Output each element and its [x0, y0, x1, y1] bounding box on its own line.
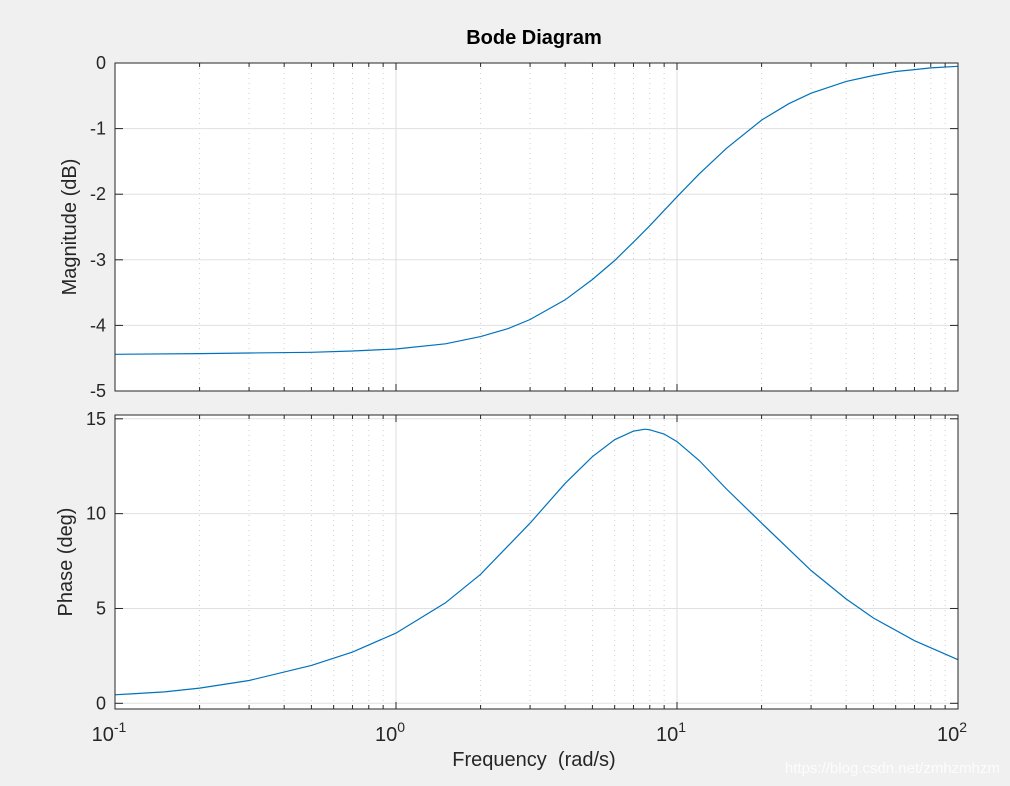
x-tick-label: 10-1 [92, 719, 127, 746]
watermark-text: https://blog.csdn.net/zmhzmhzm [785, 760, 1000, 777]
phase-y-tick-label: 15 [86, 409, 106, 429]
x-tick-label: 100 [375, 719, 405, 746]
magnitude-y-tick-labels: 0 -1 -2 -3 -4 -5 [90, 53, 106, 401]
x-axis-label: Frequency (rad/s) [452, 749, 615, 771]
phase-axes: 15 10 5 0 Phase (deg) [55, 409, 959, 714]
magnitude-axes: 0 -1 -2 -3 -4 -5 Magnitude (dB) [59, 53, 959, 401]
chart-title: Bode Diagram [466, 27, 602, 49]
x-tick-label: 102 [937, 719, 967, 746]
phase-ticks [114, 415, 959, 709]
magnitude-grid [114, 63, 958, 391]
magnitude-y-tick-label: -2 [90, 184, 106, 204]
x-tick-labels: 10-1 100 101 102 [92, 719, 968, 746]
magnitude-y-tick-label: -4 [90, 315, 106, 335]
x-tick-label: 101 [656, 719, 686, 746]
magnitude-plot-area [115, 63, 958, 391]
phase-y-tick-labels: 15 10 5 0 [86, 409, 106, 714]
magnitude-ticks [114, 62, 959, 392]
magnitude-y-tick-label: -5 [90, 381, 106, 401]
magnitude-y-tick-label: -1 [90, 119, 106, 139]
phase-y-tick-label: 0 [96, 693, 106, 713]
magnitude-curve [114, 65, 959, 355]
magnitude-y-tick-label: -3 [90, 250, 106, 270]
magnitude-y-axis-label: Magnitude (dB) [59, 159, 81, 296]
phase-curve [114, 428, 959, 696]
phase-y-tick-label: 10 [86, 504, 106, 524]
phase-axes-box [114, 414, 959, 710]
phase-y-axis-label: Phase (deg) [55, 508, 77, 617]
phase-grid [114, 415, 958, 709]
magnitude-y-tick-label: 0 [96, 53, 106, 73]
magnitude-axes-box [114, 62, 959, 392]
phase-plot-area [115, 415, 958, 709]
phase-y-tick-label: 5 [96, 598, 106, 618]
